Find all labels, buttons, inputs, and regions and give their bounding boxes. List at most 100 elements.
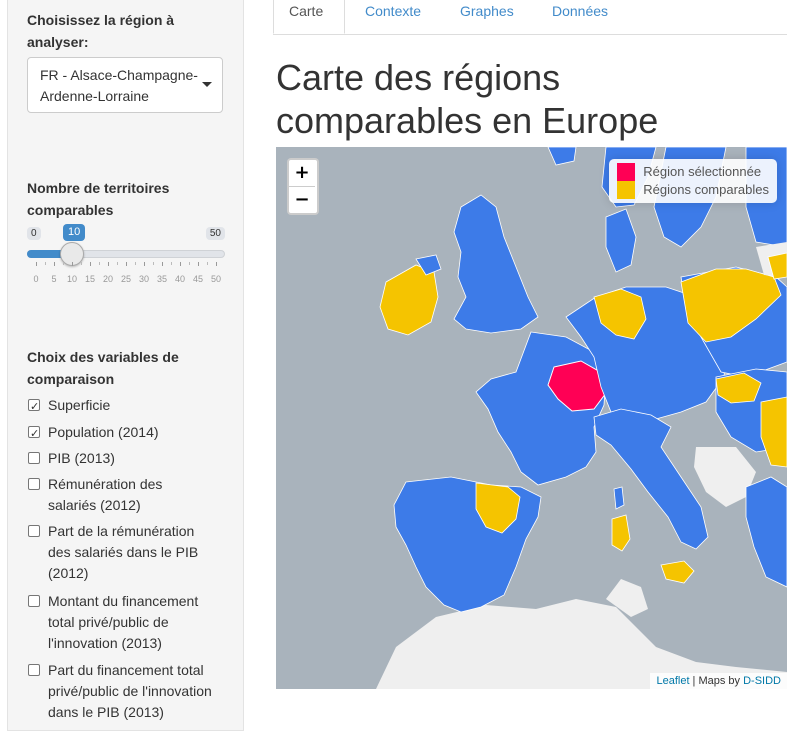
- dsidd-link[interactable]: D-SIDD: [743, 675, 781, 687]
- slider-tick: [108, 262, 109, 266]
- slider-tick: [36, 262, 37, 266]
- sidebar: Choisissez la région à analyser: FR - Al…: [7, 0, 244, 731]
- slider-minor-tick: [45, 262, 46, 265]
- checkbox-pib[interactable]: PIB (2013): [27, 448, 227, 469]
- slider-tick-label: 10: [66, 274, 78, 284]
- checkbox-label: Montant du financement total privé/publi…: [48, 593, 199, 651]
- slider-tick-label: 15: [84, 274, 96, 284]
- map-tiles: [376, 147, 787, 689]
- legend-label-selected: Région sélectionnée: [643, 164, 762, 179]
- slider-tick: [54, 262, 55, 266]
- checkbox-label: Part de la rémunération des salariés dan…: [48, 523, 199, 581]
- zoom-in-button[interactable]: +: [294, 162, 310, 183]
- slider-tick-label: 20: [102, 274, 114, 284]
- checkbox-checked-icon[interactable]: [28, 396, 40, 417]
- slider-tick: [162, 262, 163, 266]
- tab-bar: Carte Contexte Graphes Données: [273, 0, 787, 35]
- checkbox-montant-financement[interactable]: Montant du financement total privé/publi…: [27, 591, 222, 654]
- slider-max: 50: [205, 227, 225, 240]
- legend-swatch-comparable: [617, 181, 636, 199]
- slider-tick-label: 50: [210, 274, 222, 284]
- checkbox-checked-icon[interactable]: [28, 423, 40, 444]
- region-select[interactable]: FR - Alsace-Champagne-Ardenne-Lorraine: [27, 57, 223, 113]
- zoom-out-button[interactable]: −: [289, 186, 315, 213]
- slider-tick: [126, 262, 127, 266]
- checkbox-population[interactable]: Population (2014): [27, 422, 227, 444]
- legend-swatch-selected: [617, 163, 636, 181]
- checkbox-icon[interactable]: [28, 595, 40, 607]
- attribution-separator: | Maps by: [689, 675, 744, 687]
- legend-item-comparable: Régions comparables: [617, 181, 769, 199]
- variables-label: Choix des variables de comparaison: [27, 349, 179, 387]
- slider-tick-label: 40: [174, 274, 186, 284]
- region-select-label: Choisissez la région à analyser:: [27, 12, 175, 50]
- map-legend: Région sélectionnée Régions comparables: [609, 159, 777, 203]
- leaflet-link[interactable]: Leaflet: [656, 675, 690, 687]
- checkbox-icon[interactable]: [28, 664, 40, 676]
- region-italy: [593, 408, 709, 550]
- slider-minor-tick: [63, 262, 64, 265]
- region-selected: [547, 360, 607, 412]
- slider-tick: [198, 262, 199, 266]
- region-select-value: FR - Alsace-Champagne-Ardenne-Lorraine: [40, 67, 198, 104]
- slider-minor-tick: [135, 262, 136, 265]
- checkbox-label: PIB (2013): [48, 450, 115, 466]
- slider-min: 0: [27, 227, 41, 240]
- slider-minor-tick: [99, 262, 100, 265]
- checkbox-icon[interactable]: [28, 478, 40, 490]
- checkbox-superficie[interactable]: Superficie: [27, 395, 227, 417]
- slider-tick-label: 25: [120, 274, 132, 284]
- slider-ticks: [27, 262, 225, 270]
- checkbox-label: Population (2014): [48, 424, 159, 440]
- tab-donnees[interactable]: Données: [552, 3, 609, 19]
- region-northern-ireland: [415, 254, 442, 276]
- region-denmark: [605, 208, 637, 273]
- slider-minor-tick: [189, 262, 190, 265]
- tab-contexte[interactable]: Contexte: [365, 3, 422, 19]
- zoom-control: + −: [287, 158, 319, 215]
- legend-item-selected: Région sélectionnée: [617, 163, 769, 181]
- region-ireland-comparable: [379, 264, 439, 336]
- checkbox-icon[interactable]: [28, 525, 40, 537]
- europe-map[interactable]: + − Région sélectionnée Régions comparab…: [276, 147, 787, 689]
- region-great-britain: [453, 194, 539, 334]
- legend-label-comparable: Régions comparables: [643, 182, 769, 197]
- map-attribution: Leaflet | Maps by D-SIDD: [650, 673, 787, 689]
- region-sicily-comparable: [660, 560, 695, 584]
- checkbox-label: Rémunération des salariés (2012): [48, 476, 163, 513]
- tab-graphes[interactable]: Graphes: [460, 3, 514, 19]
- region-spain-comparable: [475, 482, 521, 534]
- checkbox-label: Part du financement total privé/public d…: [48, 662, 212, 720]
- slider-tick: [180, 262, 181, 266]
- slider-label: Nombre de territoires comparables: [27, 180, 170, 218]
- slider-minor-tick: [171, 262, 172, 265]
- slider-tick: [90, 262, 91, 266]
- territories-slider[interactable]: 0 10 50 0 5 10 15 20 25 30 35 40 45 50: [27, 224, 225, 288]
- region-corsica: [613, 486, 625, 510]
- checkbox-icon[interactable]: [28, 452, 40, 464]
- slider-tick: [216, 262, 217, 266]
- slider-minor-tick: [153, 262, 154, 265]
- page-title: Carte des régions comparables en Europe: [276, 57, 659, 141]
- slider-tick-label: 35: [156, 274, 168, 284]
- region-hungary-comparable: [715, 372, 762, 404]
- checkbox-part-financement[interactable]: Part du financement total privé/public d…: [27, 660, 222, 723]
- slider-fill: [27, 250, 72, 258]
- region-greece: [745, 476, 787, 588]
- slider-tick-label: 30: [138, 274, 150, 284]
- tab-carte[interactable]: Carte: [273, 0, 345, 34]
- slider-minor-tick: [207, 262, 208, 265]
- slider-tick: [144, 262, 145, 266]
- region-germany-comparable: [593, 288, 647, 340]
- checkbox-remuneration[interactable]: Rémunération des salariés (2012): [27, 474, 187, 516]
- region-poland-comparable: [680, 268, 782, 343]
- slider-minor-tick: [81, 262, 82, 265]
- slider-tick: [72, 262, 73, 266]
- chevron-down-icon: [202, 82, 212, 87]
- region-romania-comparable: [760, 396, 787, 468]
- slider-minor-tick: [117, 262, 118, 265]
- region-sardinia-comparable: [611, 514, 631, 552]
- slider-tick-label: 0: [33, 274, 39, 284]
- checkbox-part-remuneration[interactable]: Part de la rémunération des salariés dan…: [27, 521, 212, 584]
- slider-tick-label: 45: [192, 274, 204, 284]
